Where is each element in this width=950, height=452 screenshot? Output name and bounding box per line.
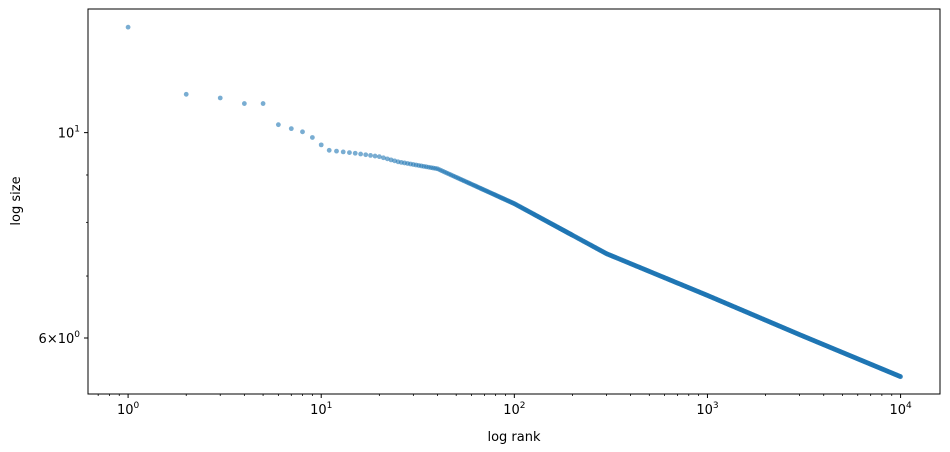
data-point [300,129,305,135]
data-point [241,101,247,106]
data-point [288,126,294,132]
data-point [217,95,223,101]
data-point [340,149,346,155]
data-point [334,148,339,154]
y-axis: 6×100 101 [39,125,88,347]
data-point [352,150,358,156]
data-point [326,147,332,153]
x-tick-label: 102 [503,401,525,418]
data-point [358,151,364,157]
data-point [381,155,386,161]
data-point [363,152,369,158]
x-axis: 100 101 102 103 104 [97,394,912,418]
y-tick-label: 6×100 [39,330,81,347]
data-point [372,153,378,159]
x-tick-label: 104 [889,401,912,418]
scatter-points [125,24,903,380]
data-point [898,374,903,380]
y-tick-label: 101 [58,125,80,142]
data-point [368,153,373,158]
x-tick-label: 100 [117,401,140,418]
data-point [376,154,382,160]
data-point [125,24,131,30]
data-point [275,122,281,128]
y-axis-label: log size [9,176,24,225]
data-point [309,135,315,140]
data-point [260,101,266,106]
x-tick-label: 101 [310,401,332,418]
data-point [318,142,324,148]
x-tick-label: 103 [696,401,718,418]
data-point [347,150,352,155]
x-axis-label: log rank [487,430,541,445]
data-point [384,156,390,162]
data-point [183,91,189,97]
